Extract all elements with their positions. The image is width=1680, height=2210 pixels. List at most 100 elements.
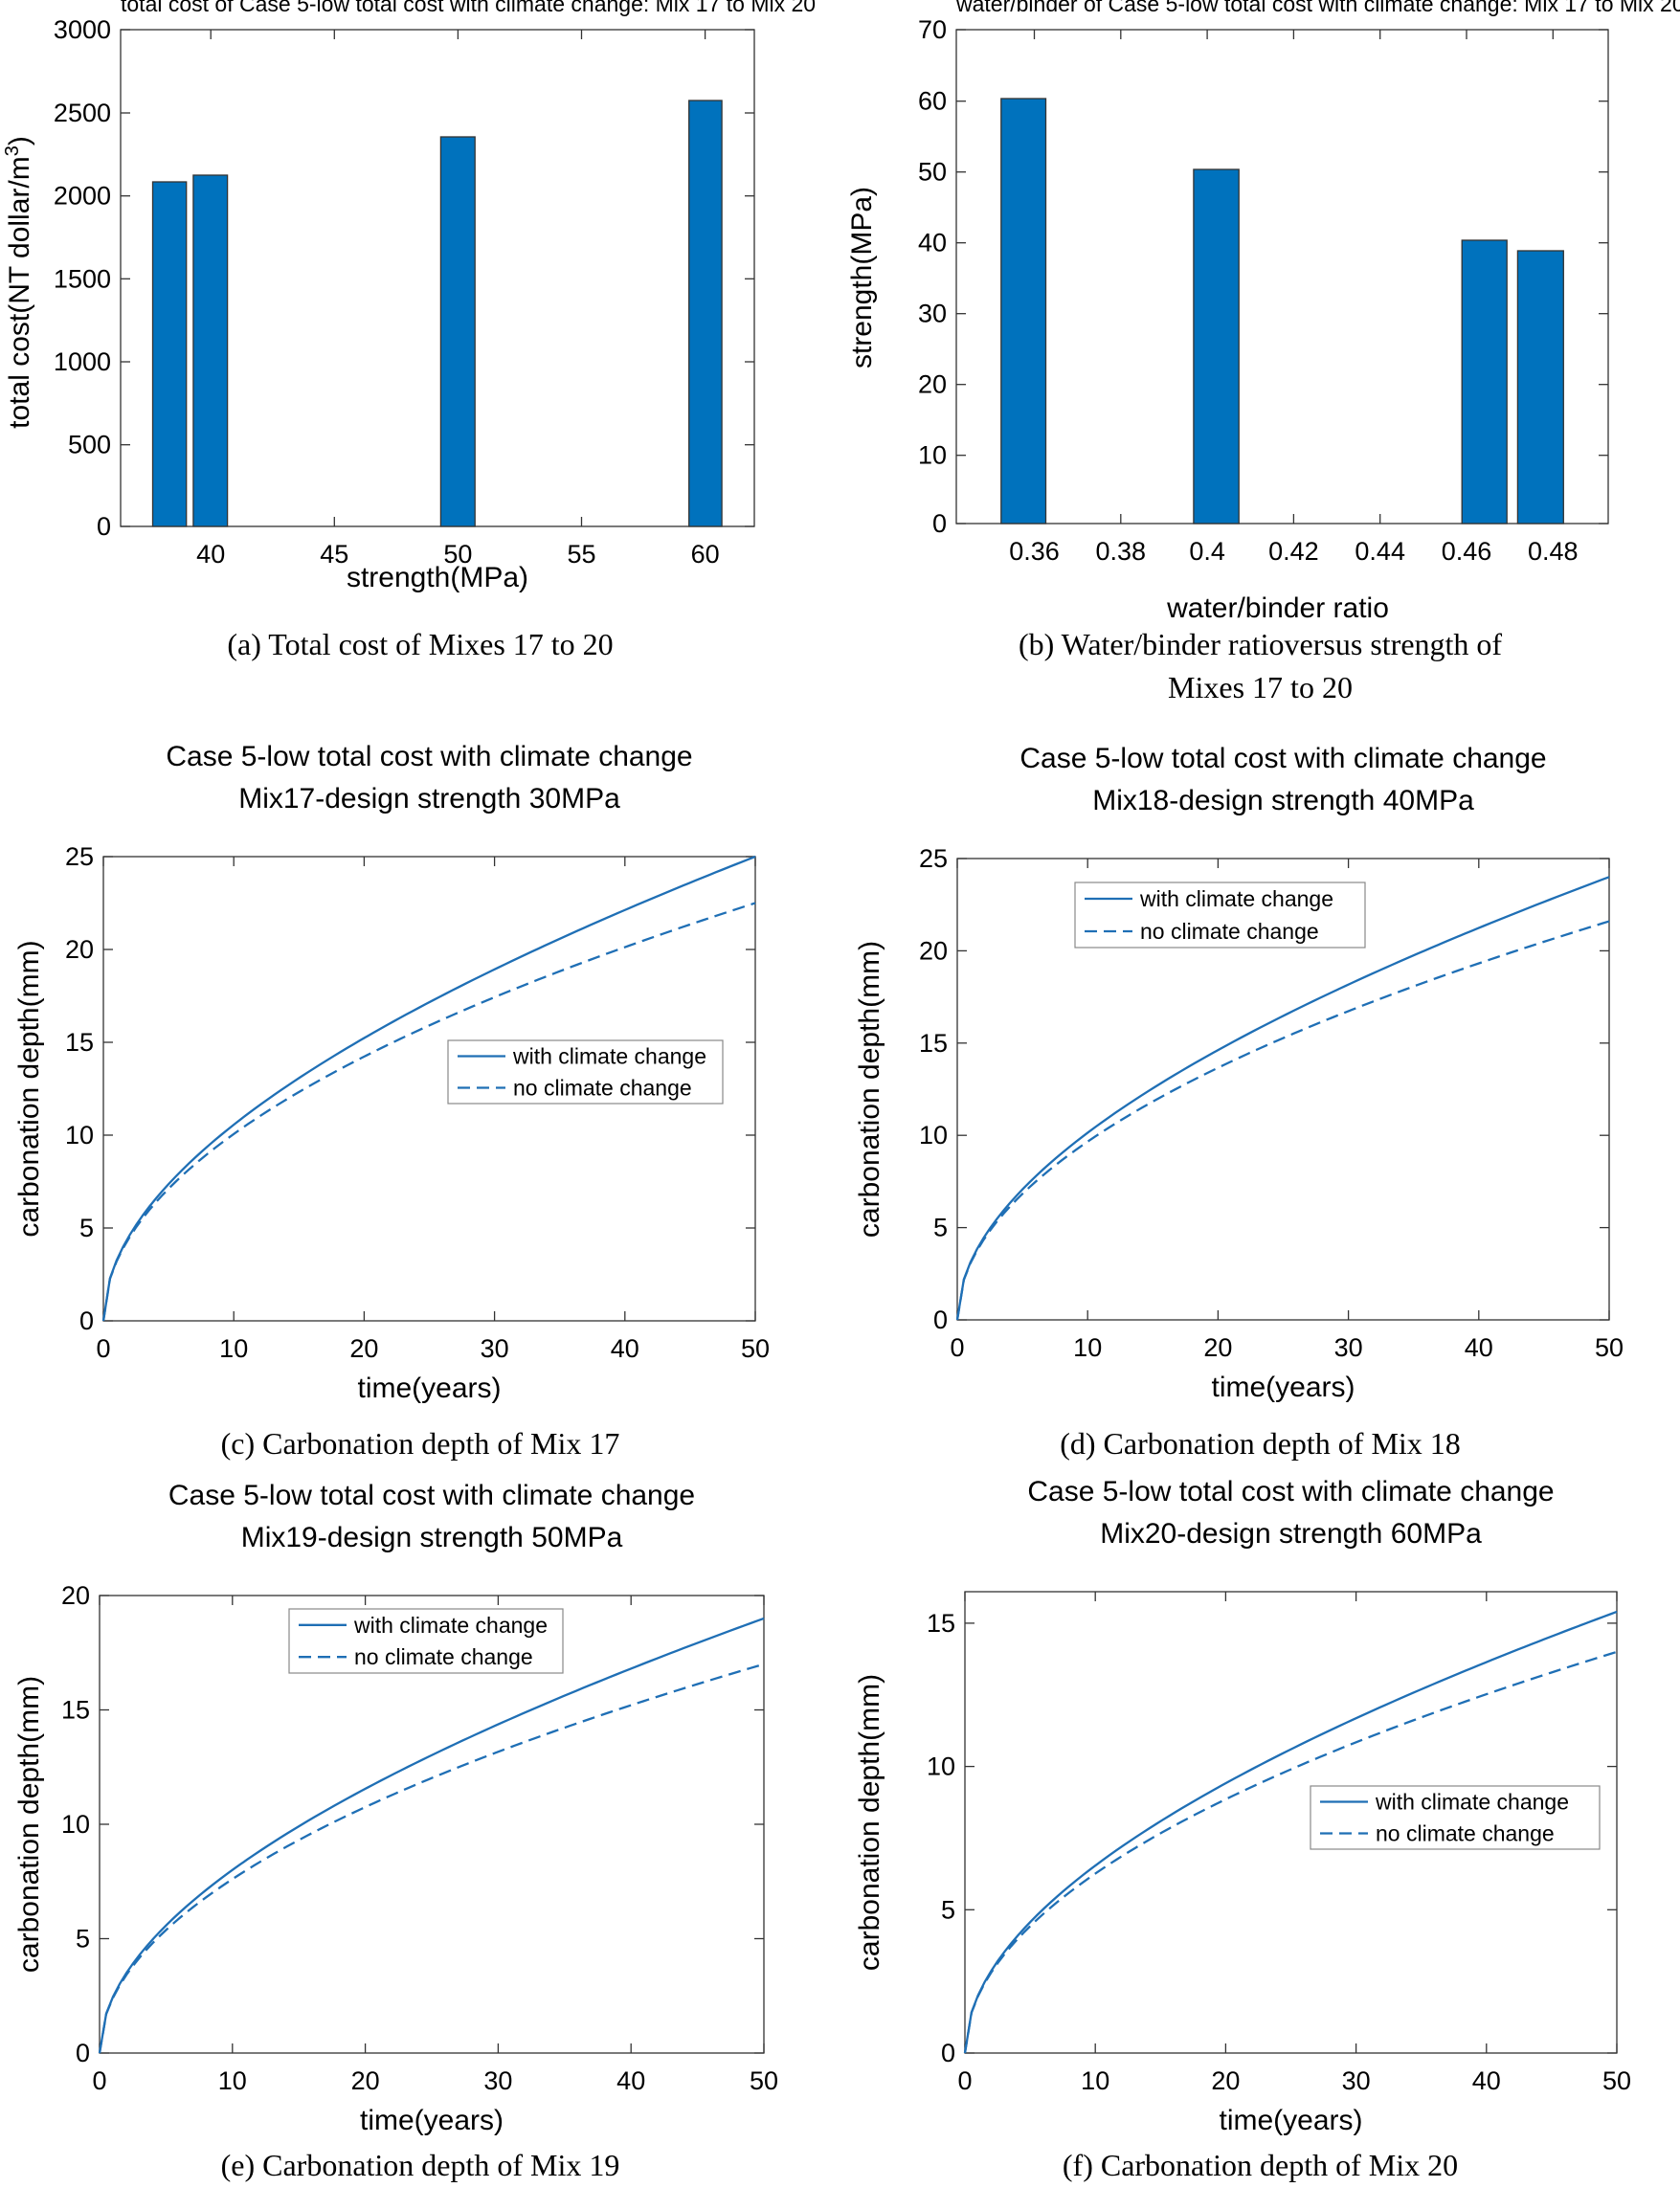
svg-text:0: 0 [92,2066,106,2095]
svg-text:10: 10 [1081,2066,1109,2095]
svg-text:60: 60 [691,540,720,569]
svg-text:Mix17-design strength 30MPa: Mix17-design strength 30MPa [238,783,620,815]
svg-text:50: 50 [1602,2066,1631,2095]
svg-text:40: 40 [1472,2066,1501,2095]
svg-text:0.48: 0.48 [1528,537,1579,566]
svg-text:15: 15 [61,1696,90,1725]
svg-text:45: 45 [320,540,348,569]
svg-text:total cost of Case 5-low total: total cost of Case 5-low total cost with… [121,0,816,16]
svg-text:Case 5-low total cost with cli: Case 5-low total cost with climate chang… [168,1480,695,1511]
svg-text:25: 25 [65,842,94,871]
svg-text:30: 30 [918,300,947,328]
svg-text:time(years): time(years) [357,1373,501,1404]
svg-text:10: 10 [61,1810,90,1839]
svg-text:no climate change: no climate change [354,1644,533,1669]
svg-text:water/binder ratio: water/binder ratio [1166,592,1389,624]
svg-text:10: 10 [1073,1333,1102,1362]
svg-text:20: 20 [351,2066,380,2095]
svg-text:20: 20 [61,1581,90,1610]
svg-text:0: 0 [79,1306,94,1335]
svg-text:20: 20 [919,936,948,965]
svg-text:60: 60 [918,87,947,116]
svg-text:30: 30 [1342,2066,1371,2095]
svg-text:Mix18-design strength 40MPa: Mix18-design strength 40MPa [1092,785,1474,816]
svg-text:20: 20 [1211,2066,1240,2095]
svg-text:40: 40 [616,2066,645,2095]
svg-text:50: 50 [1595,1333,1624,1362]
svg-text:30: 30 [1334,1333,1363,1362]
svg-text:Case 5-low total cost with cli: Case 5-low total cost with climate chang… [1027,1476,1554,1507]
svg-text:strength(MPa): strength(MPa) [347,562,528,593]
svg-text:0: 0 [957,2066,972,2095]
svg-text:2000: 2000 [54,182,111,211]
svg-text:time(years): time(years) [1219,2105,1362,2136]
svg-text:15: 15 [927,1609,955,1638]
svg-text:5: 5 [79,1214,94,1242]
svg-text:Mix20-design strength 60MPa: Mix20-design strength 60MPa [1100,1518,1482,1550]
svg-text:50: 50 [750,2066,778,2095]
svg-text:carbonation depth(mm): carbonation depth(mm) [854,1674,885,1971]
svg-text:20: 20 [65,935,94,964]
svg-text:40: 40 [1465,1333,1493,1362]
svg-text:70: 70 [918,15,947,44]
svg-text:0.4: 0.4 [1189,537,1225,566]
svg-text:20: 20 [918,370,947,399]
svg-text:40: 40 [611,1334,639,1363]
svg-text:no climate change: no climate change [1140,919,1319,944]
svg-text:3000: 3000 [54,15,111,44]
svg-text:5: 5 [941,1895,955,1924]
svg-text:0: 0 [950,1333,964,1362]
svg-text:0: 0 [96,1334,110,1363]
svg-text:30: 30 [483,2066,512,2095]
svg-text:time(years): time(years) [360,2105,504,2136]
svg-text:with climate change: with climate change [353,1613,548,1638]
svg-text:Case 5-low total cost with cli: Case 5-low total cost with climate chang… [1019,743,1546,774]
svg-text:0: 0 [933,1306,948,1334]
svg-text:time(years): time(years) [1211,1372,1355,1403]
svg-text:0: 0 [97,512,111,541]
svg-text:carbonation depth(mm): carbonation depth(mm) [13,1676,45,1973]
svg-text:water/binder of Case 5-low tot: water/binder of Case 5-low total cost wi… [955,0,1680,16]
svg-text:with climate change: with climate change [512,1044,706,1069]
svg-text:no climate change: no climate change [513,1076,692,1101]
svg-text:10: 10 [927,1752,955,1781]
svg-text:500: 500 [68,431,111,459]
svg-text:Case 5-low total cost with cli: Case 5-low total cost with climate chang… [166,741,692,772]
svg-text:20: 20 [349,1334,378,1363]
svg-text:40: 40 [918,229,947,257]
svg-text:40: 40 [196,540,225,569]
svg-text:no climate change: no climate change [1376,1821,1555,1846]
svg-text:1000: 1000 [54,347,111,376]
svg-text:15: 15 [919,1029,948,1058]
svg-text:Mix19-design strength 50MPa: Mix19-design strength 50MPa [241,1522,623,1553]
svg-text:1500: 1500 [54,264,111,293]
svg-text:0.36: 0.36 [1009,537,1060,566]
svg-text:0.42: 0.42 [1268,537,1319,566]
svg-text:total cost(NT dollar/m3): total cost(NT dollar/m3) [2,136,35,429]
svg-text:2500: 2500 [54,99,111,127]
svg-text:20: 20 [1203,1333,1232,1362]
svg-text:0: 0 [932,509,947,538]
svg-text:with climate change: with climate change [1375,1790,1569,1815]
svg-text:strength(MPa): strength(MPa) [846,187,878,368]
svg-text:5: 5 [933,1214,948,1242]
svg-text:50: 50 [918,158,947,187]
svg-text:0: 0 [941,2039,955,2067]
svg-text:10: 10 [65,1121,94,1150]
svg-text:5: 5 [76,1925,90,1953]
svg-text:30: 30 [481,1334,509,1363]
svg-text:10: 10 [219,1334,248,1363]
svg-text:0.38: 0.38 [1096,537,1147,566]
svg-text:10: 10 [918,441,947,470]
svg-text:25: 25 [919,844,948,873]
svg-text:carbonation depth(mm): carbonation depth(mm) [13,940,45,1237]
svg-text:carbonation depth(mm): carbonation depth(mm) [854,941,885,1238]
svg-text:0.46: 0.46 [1442,537,1492,566]
svg-text:0: 0 [76,2039,90,2067]
svg-text:10: 10 [919,1121,948,1150]
svg-text:15: 15 [65,1028,94,1057]
svg-text:with climate change: with climate change [1139,886,1333,911]
svg-text:50: 50 [741,1334,770,1363]
svg-text:10: 10 [218,2066,247,2095]
svg-text:0.44: 0.44 [1355,537,1405,566]
